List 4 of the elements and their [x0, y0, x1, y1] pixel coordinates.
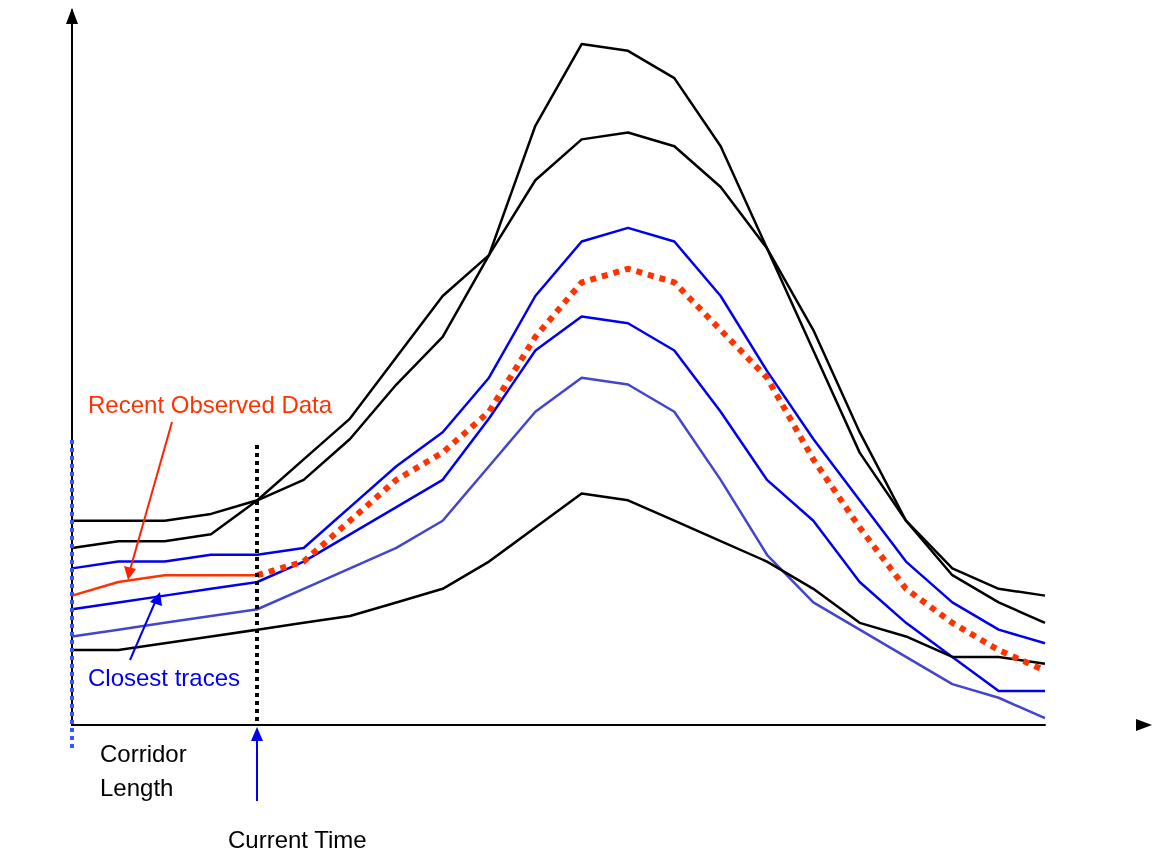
text: Current Time: [228, 825, 367, 853]
text: Recent Observed Data: [88, 390, 333, 418]
annotation: Closest traces: [88, 663, 241, 691]
text: Corridor Length: [100, 739, 194, 801]
